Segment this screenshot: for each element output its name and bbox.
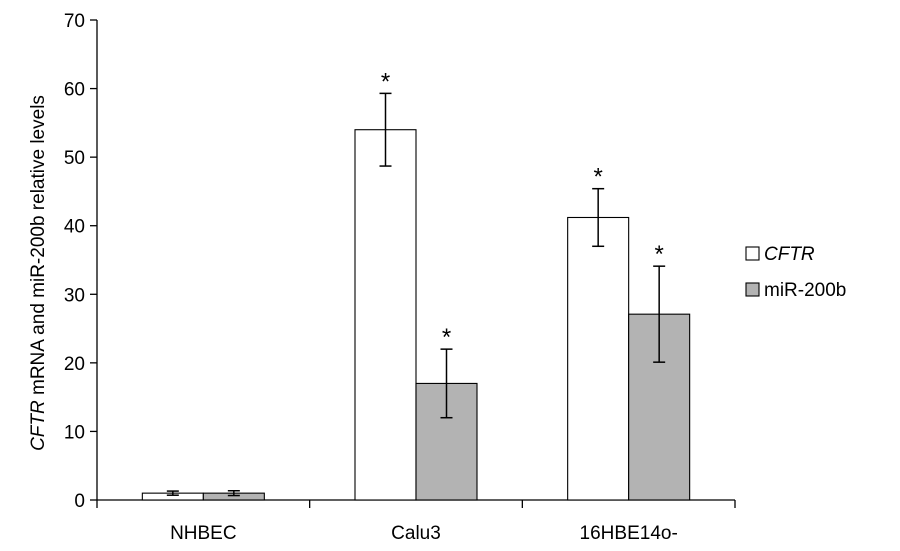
- y-tick-label-10: 10: [64, 422, 85, 443]
- y-tick-label-50: 50: [64, 148, 85, 169]
- x-tick-label-1: Calu3: [391, 523, 441, 544]
- significance-star-miR-200b-16HBE14o-: *: [654, 241, 663, 268]
- x-tick-label-2: 16HBE14o-: [580, 523, 678, 544]
- significance-star-CFTR-Calu3: *: [381, 68, 390, 95]
- y-tick-label-40: 40: [64, 217, 85, 238]
- legend-label-CFTR: CFTR: [764, 244, 815, 265]
- y-tick-label-20: 20: [64, 354, 85, 375]
- significance-star-CFTR-16HBE14o-: *: [593, 164, 602, 191]
- legend-swatch-miR-200b: [745, 282, 760, 297]
- legend-swatch-CFTR: [745, 246, 760, 261]
- y-tick-label-60: 60: [64, 80, 85, 101]
- legend: CFTR miR-200b: [745, 244, 846, 301]
- bar-CFTR-16HBE14o-: [567, 216, 630, 501]
- significance-star-miR-200b-Calu3: *: [442, 324, 451, 351]
- x-tick-label-0: NHBEC: [170, 523, 237, 544]
- y-tick-label-30: 30: [64, 285, 85, 306]
- legend-label-miR-200b: miR-200b: [764, 280, 846, 301]
- y-tick-label-70: 70: [64, 11, 85, 32]
- y-axis-title: CFTR mRNA and miR-200b relative levels: [28, 95, 49, 451]
- y-tick-label-0: 0: [74, 491, 85, 512]
- bar-CFTR-Calu3: [354, 129, 417, 501]
